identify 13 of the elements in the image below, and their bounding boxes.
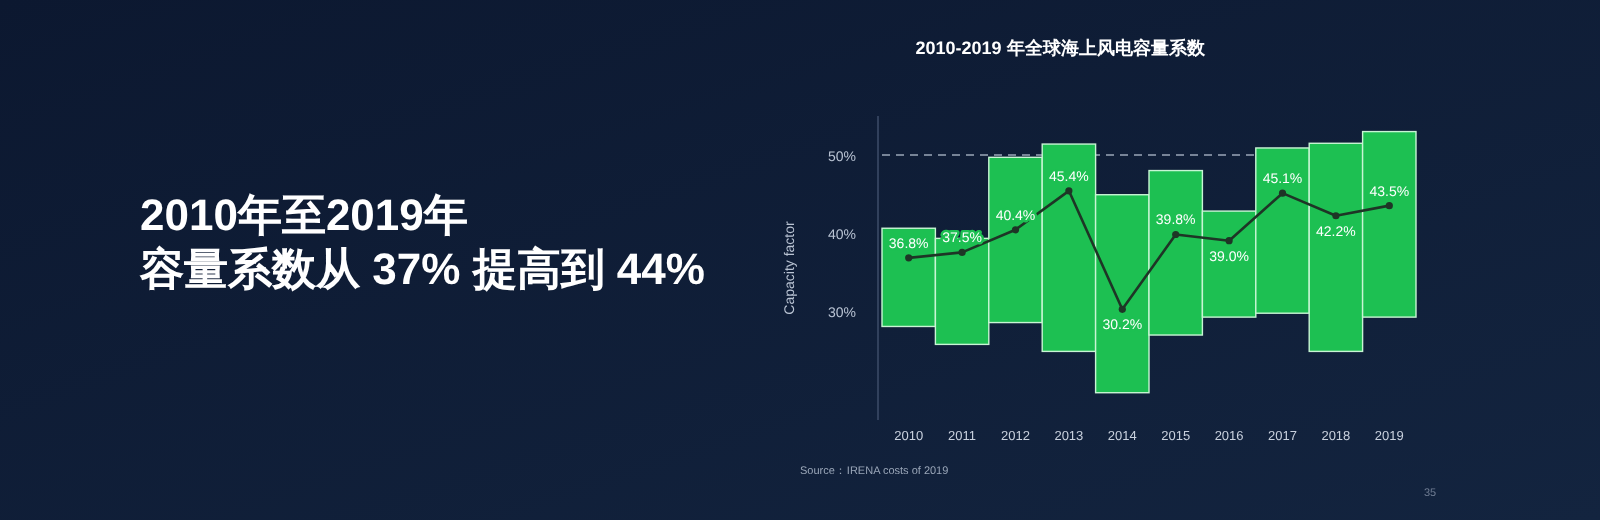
point — [1118, 305, 1126, 313]
chart-title: 2010-2019 年全球海上风电容量系数 — [915, 38, 1207, 58]
point — [905, 254, 913, 262]
text: 容量系数从 37% 提高到 44% — [138, 244, 705, 294]
point — [1011, 226, 1020, 234]
point — [958, 248, 966, 257]
point — [1385, 202, 1393, 210]
text: 2010年至2019年 — [140, 190, 468, 240]
point — [1065, 187, 1073, 195]
point — [1225, 237, 1233, 245]
point — [1332, 212, 1340, 220]
point — [1172, 230, 1180, 239]
point — [1278, 189, 1287, 197]
